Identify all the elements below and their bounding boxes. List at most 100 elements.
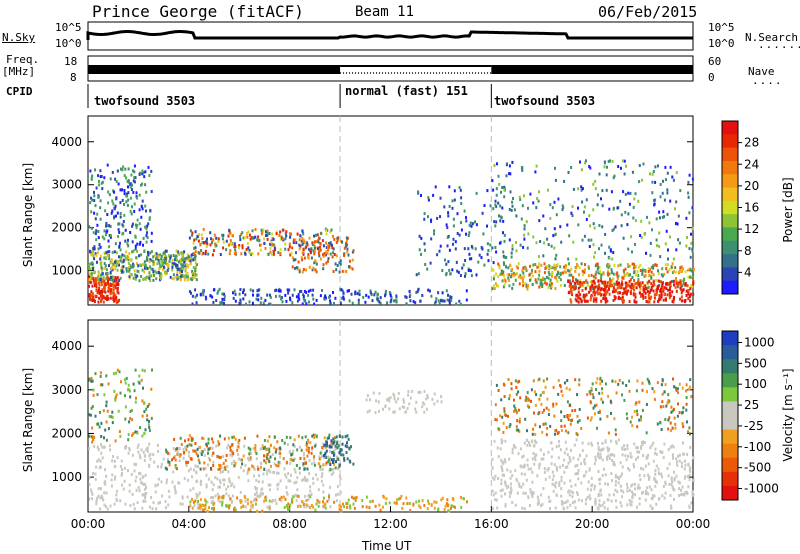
velocity-cell — [564, 440, 567, 444]
velocity-cell — [255, 487, 258, 490]
power-cell — [692, 282, 695, 286]
power-cell — [328, 243, 331, 247]
power-cell — [657, 286, 659, 290]
power-cell — [613, 174, 616, 178]
power-cell — [125, 267, 128, 271]
velocity-cell — [636, 409, 638, 413]
power-cell — [154, 253, 157, 257]
power-cell — [569, 289, 572, 293]
velocity-cell — [222, 455, 225, 458]
velocity-cell — [92, 393, 95, 397]
power-cell — [136, 223, 139, 227]
velocity-cell — [673, 477, 676, 480]
velocity-cell — [505, 426, 508, 430]
velocity-cell — [640, 415, 642, 419]
velocity-cell — [203, 448, 206, 452]
velocity-cell — [517, 428, 520, 432]
power-cell — [679, 297, 682, 301]
velocity-cell — [301, 478, 304, 482]
power-cell — [461, 266, 464, 270]
velocity-cell — [570, 484, 573, 488]
power-cell — [103, 289, 106, 293]
velocity-cell — [609, 453, 612, 457]
velocity-cell — [425, 397, 428, 401]
velocity-cell — [503, 458, 506, 462]
velocity-cell — [523, 472, 526, 476]
velocity-cell — [254, 492, 256, 496]
velocity-cell — [336, 492, 339, 496]
power-cell — [94, 294, 97, 298]
velocity-cell — [148, 425, 151, 429]
power-cell — [211, 295, 214, 299]
power-cell — [468, 257, 471, 261]
power-cell — [114, 267, 117, 271]
power-cell — [137, 270, 140, 274]
velocity-cell — [641, 408, 644, 412]
velocity-cell — [598, 456, 601, 460]
velocity-cell — [101, 496, 104, 500]
power-cell — [124, 239, 127, 243]
velocity-cell — [647, 475, 650, 479]
nsky-tick-bottom: 10^0 — [55, 37, 82, 50]
velocity-cell — [653, 476, 656, 480]
velocity-cell — [681, 410, 684, 414]
power-cell — [591, 280, 594, 284]
velocity-cell — [200, 479, 202, 483]
power-cell — [686, 289, 689, 293]
power-cell — [577, 290, 580, 294]
power-cell — [123, 203, 126, 206]
power-cell — [191, 302, 194, 306]
velocity-cell — [515, 425, 518, 429]
velocity-cell — [286, 460, 288, 464]
power-cell — [279, 289, 282, 293]
velocity-cell — [165, 450, 168, 454]
power-cell — [531, 283, 534, 286]
power-cell — [106, 275, 109, 279]
velocity-cell — [541, 503, 544, 506]
power-colorbar-label-tick: 28 — [744, 136, 759, 150]
power-cell — [221, 297, 224, 301]
velocity-cell — [514, 445, 517, 449]
velocity-cell — [222, 462, 225, 465]
power-cell — [279, 248, 282, 252]
velocity-cell — [423, 390, 426, 393]
velocity-cell — [578, 383, 581, 387]
power-cell — [486, 224, 488, 228]
velocity-cell — [592, 396, 595, 400]
power-cell — [174, 257, 177, 261]
velocity-cell — [88, 497, 91, 501]
velocity-cell — [365, 505, 368, 509]
power-cell — [130, 173, 133, 177]
power-cell — [288, 288, 291, 292]
velocity-cell — [513, 398, 515, 402]
velocity-cell — [678, 481, 681, 485]
velocity-cell — [128, 489, 131, 493]
velocity-cell — [88, 413, 91, 417]
velocity-cell — [503, 407, 506, 411]
power-colorbar-label-tick: 24 — [744, 157, 759, 171]
power-cell — [148, 218, 151, 221]
power-cell — [373, 293, 376, 297]
power-cell — [597, 193, 599, 197]
power-cell — [608, 272, 611, 276]
velocity-cell — [433, 402, 436, 406]
power-cell — [527, 206, 529, 210]
power-cell — [486, 189, 489, 193]
power-cell — [521, 168, 524, 172]
velocity-cell — [216, 492, 219, 496]
velocity-cell — [330, 439, 333, 443]
power-cell — [645, 300, 648, 303]
velocity-cell — [657, 467, 660, 471]
power-cell — [535, 164, 538, 168]
power-cell — [184, 269, 187, 273]
power-cell — [91, 299, 94, 302]
velocity-cell — [229, 497, 232, 501]
power-cell — [394, 299, 397, 303]
velocity-cell — [640, 466, 642, 470]
power-cell — [98, 243, 101, 247]
power-cell — [95, 285, 98, 289]
power-cell — [666, 270, 669, 274]
power-cell — [622, 276, 625, 280]
velocity-cell — [601, 473, 604, 477]
power-cell — [329, 252, 332, 256]
